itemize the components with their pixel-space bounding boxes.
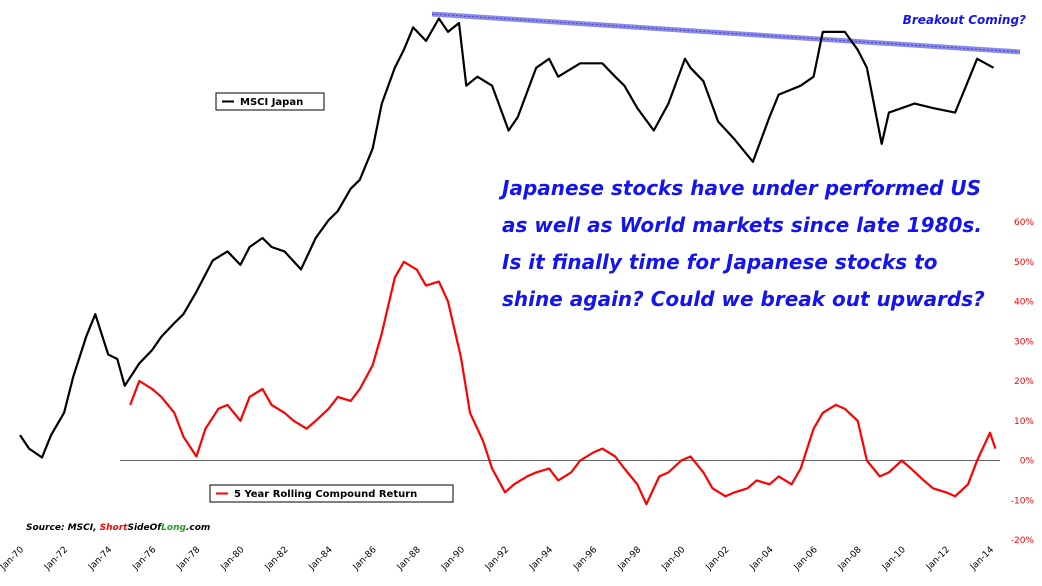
source-prefix: Source: MSCI, xyxy=(26,523,100,533)
note-line-3: Is it finally time for Japanese stocks t… xyxy=(502,250,938,274)
x-tick-label: Jan-84 xyxy=(307,545,335,573)
legend-box xyxy=(209,484,454,503)
x-axis-tick-labels: Jan-70 Jan-72 Jan-74 Jan-76 Jan-78 Jan-80 Jan-… xyxy=(0,545,996,573)
x-tick-label: Jan-98 xyxy=(615,545,643,573)
x-tick-label: Jan-76 xyxy=(130,545,158,573)
x-tick-label: Jan-12 xyxy=(924,545,952,573)
legend-msci-japan: MSCI Japan xyxy=(215,92,325,111)
x-tick-label: Jan-96 xyxy=(571,545,599,573)
right-y-axis-tick-labels: 60% 50% 40% 30% 20% 10% 0% -10% -20% xyxy=(1011,218,1035,546)
breakout-annotation: Breakout Coming? xyxy=(903,13,1026,27)
y-tick-label: -10% xyxy=(1011,496,1035,506)
y-tick-label: 20% xyxy=(1014,377,1034,387)
x-tick-label: Jan-02 xyxy=(704,545,732,573)
x-tick-label: Jan-86 xyxy=(351,545,379,573)
legend-label: MSCI Japan xyxy=(240,97,303,108)
x-tick-label: Jan-80 xyxy=(219,545,247,573)
source-suffix: .com xyxy=(186,523,210,533)
y-tick-label: 0% xyxy=(1020,457,1035,467)
y-tick-label: 60% xyxy=(1014,218,1034,228)
source-short: Short xyxy=(100,523,129,533)
x-tick-label: Jan-94 xyxy=(527,545,555,573)
y-tick-label: 30% xyxy=(1014,337,1034,347)
note-line-4: shine again? Could we break out upwards? xyxy=(502,287,985,311)
x-tick-label: Jan-00 xyxy=(659,545,687,573)
x-tick-label: Jan-04 xyxy=(748,545,776,573)
x-tick-label: Jan-92 xyxy=(483,545,511,573)
y-tick-label: 50% xyxy=(1014,258,1034,268)
msci-japan-line xyxy=(19,17,995,459)
x-tick-label: Jan-08 xyxy=(836,545,864,573)
y-tick-label: -20% xyxy=(1011,536,1035,546)
x-tick-label: Jan-88 xyxy=(395,545,423,573)
x-tick-label: Jan-74 xyxy=(86,545,114,573)
x-tick-label: Jan-10 xyxy=(880,545,908,573)
x-tick-label: Jan-70 xyxy=(0,545,26,573)
note-line-2: as well as World markets since late 1980… xyxy=(502,213,982,237)
source-sideof: SideOf xyxy=(127,523,162,533)
x-tick-label: Jan-72 xyxy=(42,545,70,573)
x-tick-label: Jan-78 xyxy=(174,545,202,573)
y-tick-label: 40% xyxy=(1014,298,1034,308)
commentary-note: Japanese stocks have under performed US … xyxy=(498,176,985,311)
legend-box xyxy=(215,92,325,111)
source-citation: Source: MSCI, ShortSideOfLong.com xyxy=(26,523,210,533)
x-tick-label: Jan-06 xyxy=(792,545,820,573)
note-line-1: Japanese stocks have under performed US xyxy=(498,176,981,200)
x-tick-label: Jan-14 xyxy=(968,545,996,573)
rolling-return-line xyxy=(129,260,997,506)
trendline-band xyxy=(431,11,1021,55)
legend-rolling-return: 5 Year Rolling Compound Return xyxy=(209,484,454,503)
y-tick-label: 10% xyxy=(1014,417,1034,427)
x-tick-label: Jan-90 xyxy=(439,545,467,573)
x-tick-label: Jan-82 xyxy=(263,545,291,573)
resistance-trendline xyxy=(431,11,1021,55)
legend-label: 5 Year Rolling Compound Return xyxy=(234,489,417,500)
source-long: Long xyxy=(161,523,186,533)
